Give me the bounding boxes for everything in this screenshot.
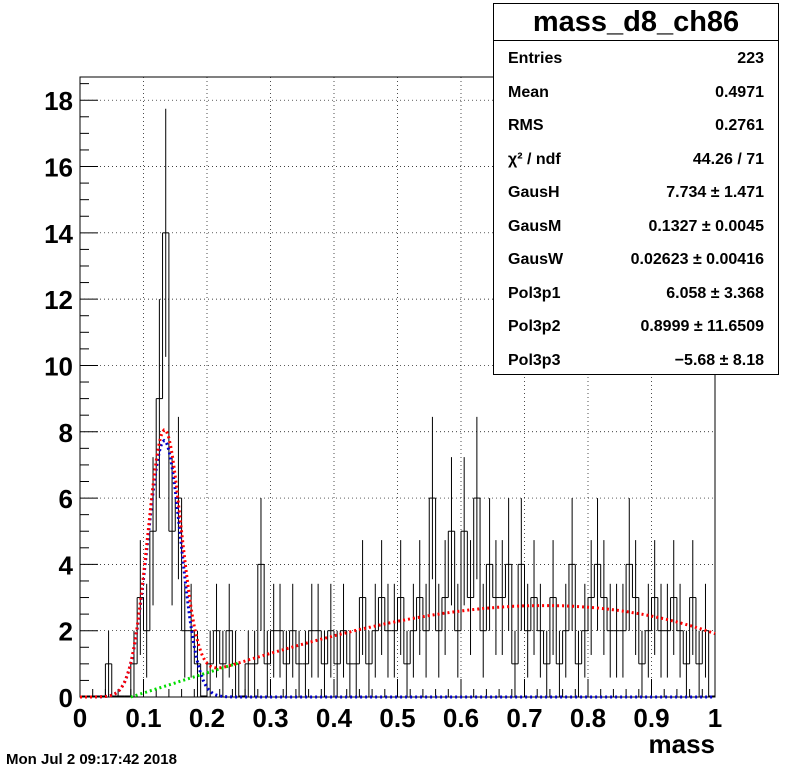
stats-label: Pol3p1 bbox=[508, 284, 561, 302]
x-tick-label: 1 bbox=[708, 703, 722, 733]
y-tick-label: 8 bbox=[59, 418, 73, 448]
x-tick-label: 0.9 bbox=[633, 703, 669, 733]
stats-value: 223 bbox=[737, 50, 764, 67]
stats-row: Pol3p2 0.8999 ± 11.6509 bbox=[494, 309, 778, 343]
stats-row: GausM 0.1327 ± 0.0045 bbox=[494, 209, 778, 243]
stats-rows: Entries 223 Mean 0.4971 RMS 0.2761 χ² / ndf 44.… bbox=[494, 41, 778, 376]
stats-label: GausH bbox=[508, 184, 560, 201]
x-tick-label: 0.6 bbox=[443, 703, 479, 733]
stats-value: −5.68 ± 8.18 bbox=[674, 351, 764, 369]
stats-label: GausM bbox=[508, 217, 562, 235]
x-tick-label: 0.7 bbox=[506, 703, 542, 733]
x-tick-label: 0.5 bbox=[379, 703, 415, 733]
stats-title: mass_d8_ch86 bbox=[494, 4, 778, 41]
stats-value: 0.1327 ± 0.0045 bbox=[648, 217, 764, 235]
x-tick-label: 0.8 bbox=[570, 703, 606, 733]
y-tick-label: 4 bbox=[59, 550, 74, 580]
stats-row: GausH 7.734 ± 1.471 bbox=[494, 175, 778, 209]
stats-row: RMS 0.2761 bbox=[494, 108, 778, 142]
y-tick-label: 10 bbox=[44, 351, 73, 381]
stats-value: 0.2761 bbox=[715, 117, 764, 134]
stats-row: χ² / ndf 44.26 / 71 bbox=[494, 142, 778, 176]
total-fit-curve bbox=[80, 428, 716, 699]
y-tick-label: 16 bbox=[44, 153, 73, 183]
stats-row: GausW 0.02623 ± 0.00416 bbox=[494, 242, 778, 276]
stats-label: Pol3p2 bbox=[508, 318, 561, 335]
x-tick-label: 0 bbox=[73, 703, 87, 733]
x-tick-label: 0.3 bbox=[252, 703, 288, 733]
stats-value: 7.734 ± 1.471 bbox=[666, 184, 764, 201]
stats-box: mass_d8_ch86 Entries 223 Mean 0.4971 RMS 0.27… bbox=[493, 3, 779, 375]
x-axis-label: mass bbox=[649, 729, 716, 759]
stats-value: 6.058 ± 3.368 bbox=[666, 284, 764, 302]
gaussian-fit-curve bbox=[80, 438, 715, 699]
stats-value: 44.26 / 71 bbox=[692, 150, 764, 168]
y-tick-label: 6 bbox=[59, 484, 73, 514]
stats-label: χ² / ndf bbox=[508, 150, 561, 168]
timestamp: Mon Jul 2 09:17:42 2018 bbox=[6, 751, 177, 768]
x-tick-label: 0.1 bbox=[125, 703, 161, 733]
x-tick-label: 0.4 bbox=[316, 703, 353, 733]
stats-value: 0.02623 ± 0.00416 bbox=[630, 251, 764, 268]
stats-label: Entries bbox=[508, 50, 563, 67]
y-tick-label: 18 bbox=[44, 86, 73, 116]
y-tick-label: 2 bbox=[59, 617, 73, 647]
stats-row: Pol3p1 6.058 ± 3.368 bbox=[494, 276, 778, 310]
y-tick-label: 0 bbox=[59, 683, 73, 713]
x-tick-label: 0.2 bbox=[189, 703, 225, 733]
stats-label: Mean bbox=[508, 83, 549, 101]
y-tick-label: 14 bbox=[44, 219, 73, 249]
stats-label: RMS bbox=[508, 117, 544, 134]
y-tick-label: 12 bbox=[44, 285, 73, 315]
stats-label: GausW bbox=[508, 251, 564, 268]
stats-value: 0.4971 bbox=[715, 83, 764, 101]
stats-value: 0.8999 ± 11.6509 bbox=[640, 318, 764, 335]
background-fit-curve bbox=[130, 661, 240, 699]
stats-label: Pol3p3 bbox=[508, 351, 561, 369]
stats-row: Entries 223 bbox=[494, 41, 778, 75]
stats-row: Pol3p3 −5.68 ± 8.18 bbox=[494, 343, 778, 377]
stats-row: Mean 0.4971 bbox=[494, 75, 778, 109]
